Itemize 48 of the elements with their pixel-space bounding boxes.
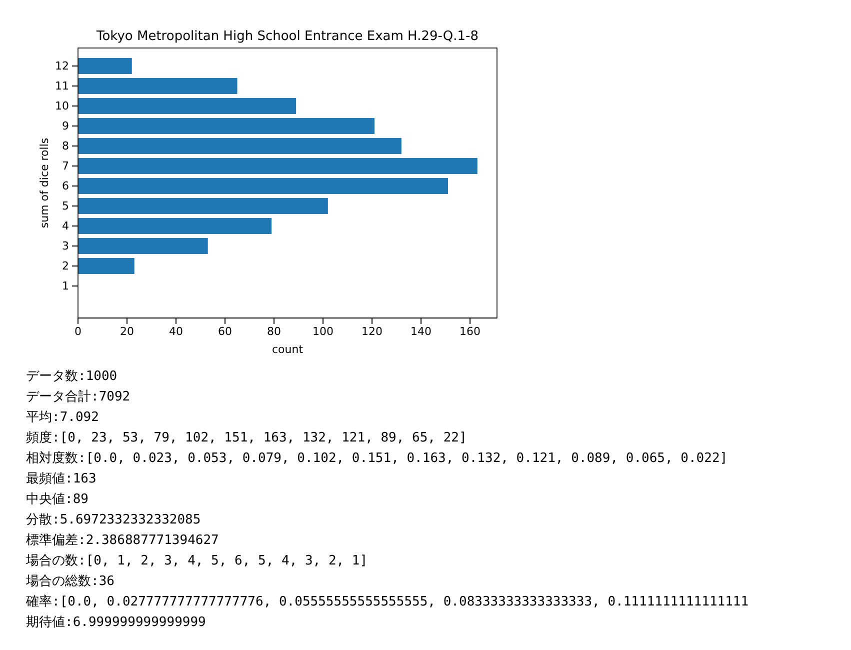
bar: [78, 238, 208, 254]
x-tick-label: 100: [312, 324, 334, 338]
x-axis-title: count: [272, 343, 304, 356]
y-tick-label: 5: [62, 200, 69, 213]
y-tick-label: 11: [55, 80, 69, 93]
text: 確率:[0.0, 0.027777777777777776, 0.05555555555555555, 0.08333333333333333, 0.1111111111111111: [25, 594, 749, 610]
text: 最頻値:163: [26, 472, 96, 486]
chart-title: Tokyo Metropolitan High School Entrance Exam H.29-Q.1-8: [95, 29, 479, 44]
y-tick-label: 8: [62, 140, 69, 153]
text: データ合計:7092: [26, 390, 130, 404]
text: 頻度:[0, 23, 53, 79, 102, 151, 163, 132, 121, 89, 65, 22]: [26, 430, 467, 446]
bar: [78, 58, 132, 74]
text: 平均:7.092: [26, 410, 99, 425]
x-tick-label: 120: [362, 324, 383, 338]
y-tick-label: 12: [55, 60, 69, 73]
bar: [78, 118, 374, 134]
text: 場合の総数:36: [25, 574, 114, 589]
bar: [78, 258, 134, 274]
y-tick-label: 3: [62, 240, 69, 253]
x-tick-label: 60: [218, 324, 232, 338]
x-tick-label: 140: [410, 324, 432, 338]
text: 場合の数:[0, 1, 2, 3, 4, 5, 6, 5, 4, 3, 2, 1]: [25, 554, 368, 568]
text: 分散:5.6972332332332085: [26, 512, 201, 528]
text: データ数:1000: [26, 369, 118, 384]
bar: [78, 158, 478, 174]
y-tick-label: 9: [62, 120, 69, 133]
bar: [78, 98, 296, 114]
y-tick-label: 1: [62, 280, 69, 293]
x-tick-label: 20: [120, 324, 134, 338]
text: 標準偏差:2.386887771394627: [26, 533, 219, 548]
y-tick-label: 7: [62, 160, 69, 173]
bar: [78, 138, 402, 154]
bar: [78, 198, 328, 214]
y-tick-label: 4: [62, 220, 69, 233]
bar: [78, 218, 272, 234]
x-tick-label: 160: [460, 324, 481, 338]
x-tick-label: 80: [267, 324, 282, 338]
y-axis-title: sum of dice rolls: [38, 138, 51, 228]
y-tick-label: 6: [62, 180, 69, 193]
text: 期待値:6.999999999999999: [26, 615, 206, 630]
bar: [78, 78, 238, 94]
y-tick-label: 10: [55, 100, 69, 113]
bar: [78, 178, 448, 194]
x-tick-label: 40: [169, 324, 184, 338]
text: 相対度数:[0.0, 0.023, 0.053, 0.079, 0.102, 0.151, 0.163, 0.132, 0.121, 0.089, 0.065, 0.022]: [26, 450, 728, 466]
x-tick-label: 0: [74, 324, 82, 338]
y-tick-label: 2: [62, 260, 69, 273]
text: 中央値:89: [26, 492, 88, 507]
